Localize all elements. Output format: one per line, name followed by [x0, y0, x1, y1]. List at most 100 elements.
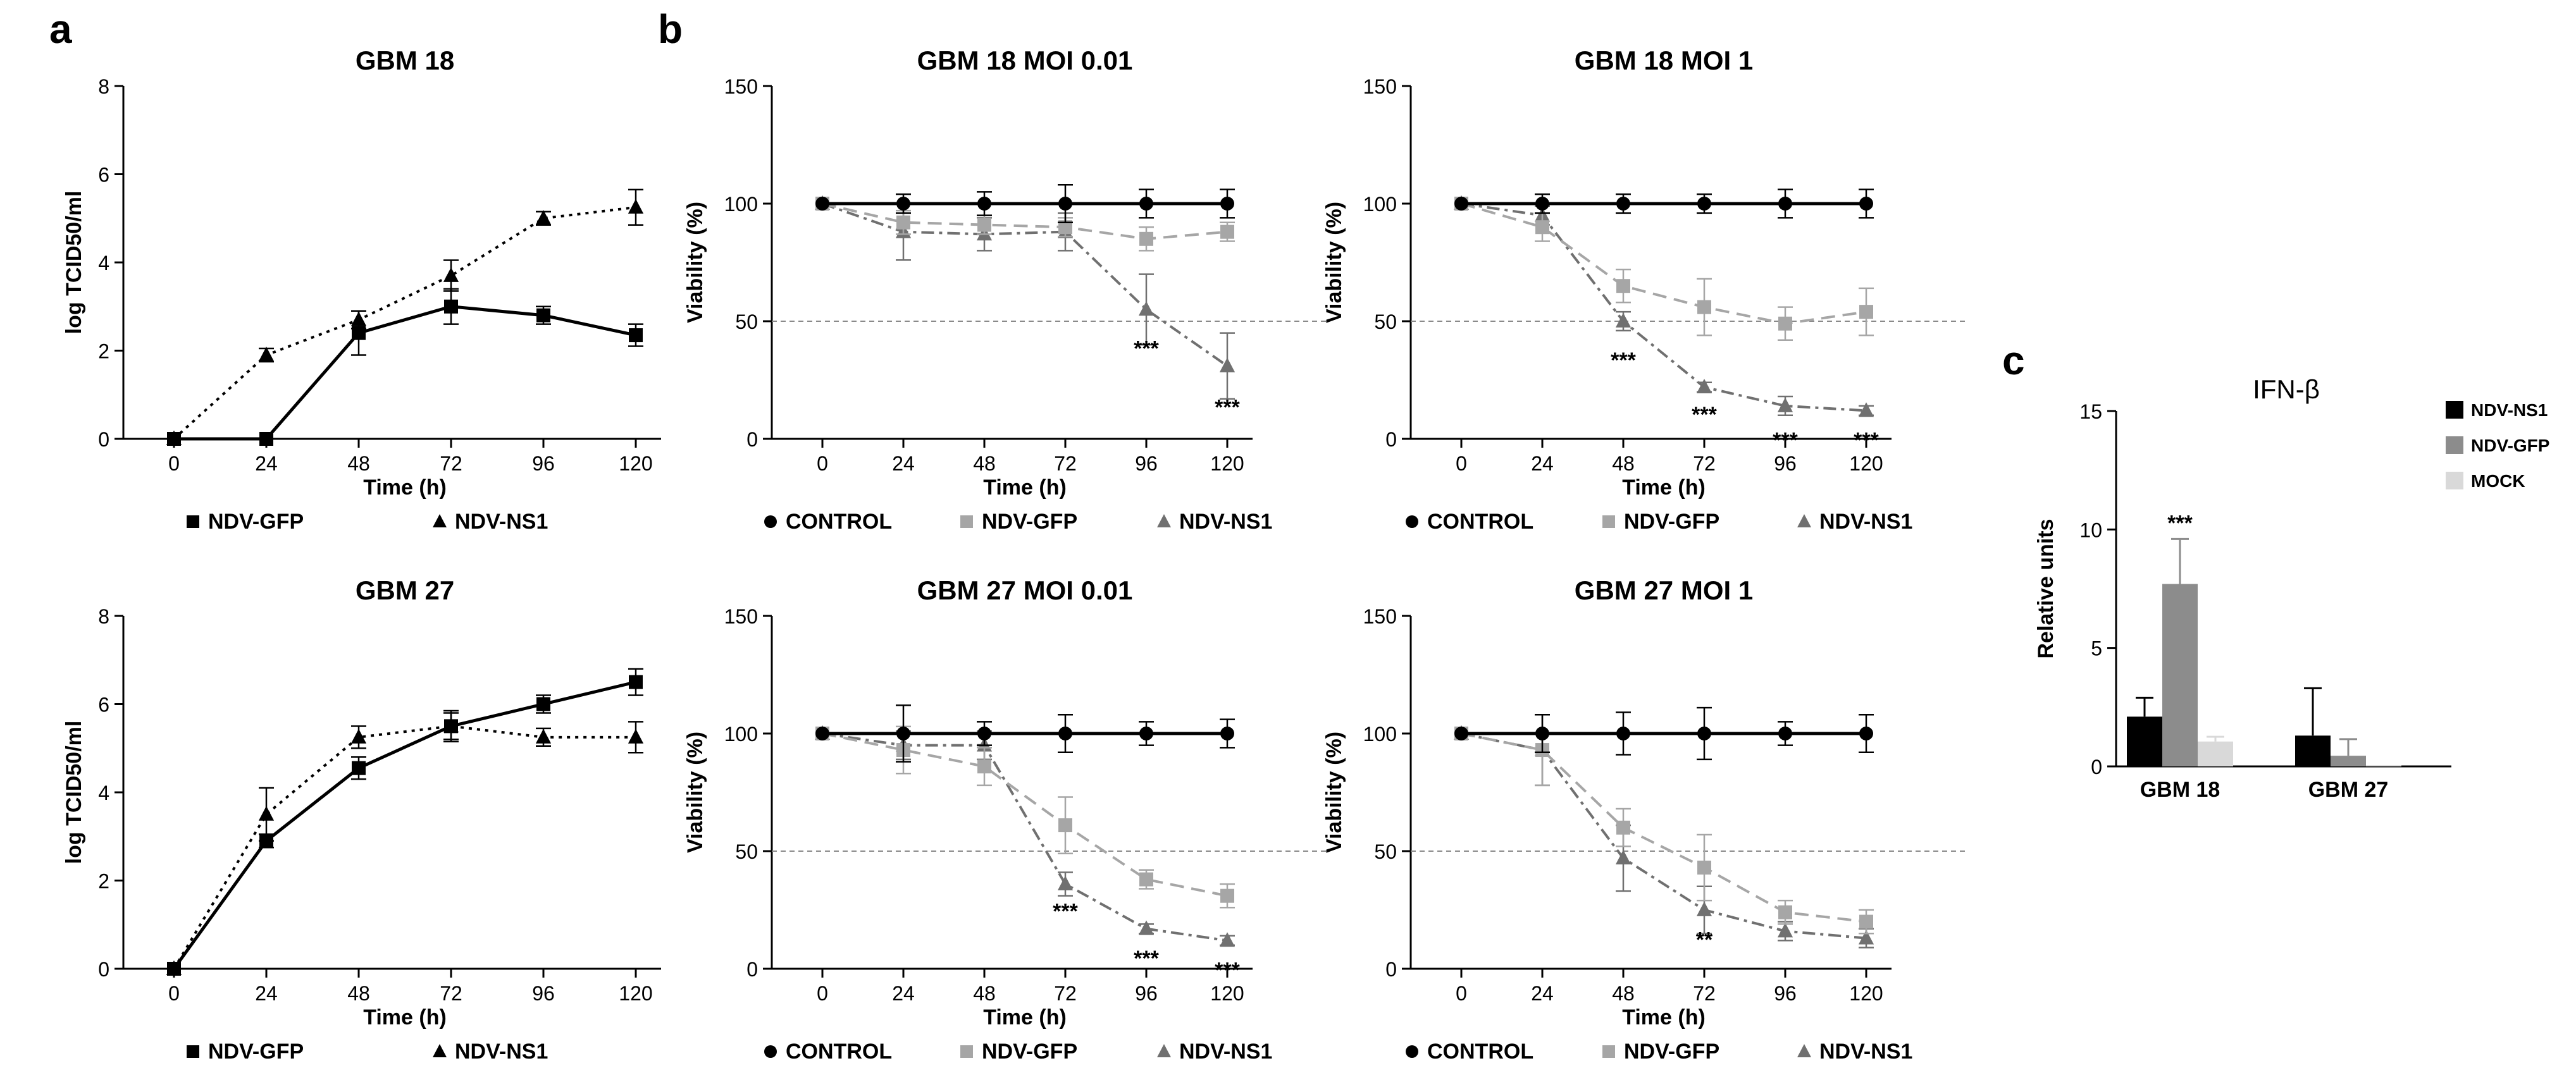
y-tick-label: 100: [1363, 193, 1397, 216]
y-tick-label: 50: [1374, 310, 1397, 333]
data-point: [1696, 901, 1712, 916]
data-point: [1535, 220, 1549, 235]
data-point: [1778, 316, 1792, 331]
series-control: [1454, 706, 1874, 761]
data-point: [896, 197, 910, 211]
data-point: [977, 759, 991, 774]
x-tick-label: 96: [1135, 452, 1158, 475]
x-tick-label: 24: [892, 452, 915, 475]
y-tick-label: 4: [98, 252, 109, 274]
data-point: [535, 210, 552, 225]
chart-title: IFN-β: [2253, 374, 2320, 404]
data-point: [1139, 872, 1153, 887]
data-point: [258, 347, 275, 362]
data-point: [259, 432, 273, 446]
data-point: [1616, 197, 1630, 211]
series-ndv-ns1: [166, 709, 644, 975]
series-ndv-ns1: [814, 725, 1235, 947]
y-tick-label: 50: [735, 840, 758, 863]
legend-marker: [433, 1044, 447, 1057]
x-tick-label: 72: [1054, 452, 1077, 475]
series-control: [815, 704, 1235, 763]
x-tick-label: 0: [168, 452, 180, 475]
data-point: [1859, 727, 1873, 740]
x-tick-label: GBM 27: [2308, 778, 2389, 802]
bar: [2295, 735, 2331, 766]
data-point: [1220, 224, 1234, 239]
bar: [2331, 756, 2366, 766]
x-tick-label: 72: [1054, 982, 1077, 1005]
data-point: [1058, 727, 1072, 740]
y-tick-label: 8: [98, 605, 109, 628]
y-axis-label: Viability (%): [683, 202, 707, 323]
chart-b2: GBM 18 MOI 1 0 50 100 150 0 24 48 72 96 120 Time (h…: [1322, 46, 1967, 534]
legend-label: NDV-GFP: [1624, 1040, 1719, 1064]
x-tick-label: 96: [1774, 452, 1797, 475]
series-line: [1461, 732, 1867, 923]
x-tick-label: 24: [1531, 452, 1554, 475]
chart-title: GBM 18 MOI 1: [1575, 46, 1753, 75]
data-point: [628, 199, 644, 214]
legend-label: NDV-NS1: [455, 1040, 548, 1064]
legend-label: CONTROL: [786, 510, 892, 534]
bar: [2198, 741, 2233, 766]
data-point: [167, 962, 181, 976]
legend-label: NDV-GFP: [1624, 510, 1719, 534]
bar: [2366, 765, 2401, 766]
series-line: [1461, 732, 1867, 940]
data-point: [1697, 197, 1711, 211]
data-point: [443, 267, 459, 282]
data-point: [1219, 357, 1235, 372]
significance-label: ***: [1611, 348, 1636, 372]
legend-marker: [1406, 1045, 1418, 1058]
legend-label: NDV-NS1: [1819, 1040, 1912, 1064]
data-point: [1220, 888, 1234, 903]
data-point: [815, 727, 829, 740]
x-axis-label: Time (h): [1622, 1005, 1706, 1029]
series-line: [822, 202, 1229, 367]
data-point: [1139, 197, 1153, 211]
x-tick-label: 24: [892, 982, 915, 1005]
series-ndv-ns1: [166, 188, 644, 445]
data-point: [1616, 727, 1630, 740]
legend-swatch: [2446, 401, 2463, 419]
data-point: [1778, 197, 1792, 211]
x-tick-label: 96: [532, 452, 555, 475]
y-tick-label: 50: [1374, 840, 1397, 863]
legend-marker: [764, 515, 777, 528]
y-tick-label: 6: [98, 694, 109, 716]
y-axis-label: Viability (%): [683, 732, 707, 853]
data-point: [352, 761, 366, 775]
series-line: [822, 732, 1228, 897]
x-tick-label: 72: [1693, 452, 1716, 475]
series-ndv-ns1: [1453, 195, 1874, 417]
chart-b1: GBM 18 MOI 0.01 0 50 100 150 0 24 48 72 96 120 Time…: [683, 46, 1328, 534]
data-point: [1138, 301, 1155, 316]
data-point: [536, 697, 550, 711]
data-point: [167, 432, 181, 446]
x-tick-label: 72: [440, 452, 462, 475]
chart-c: IFN-β 0 5 10 15 Relative units GBM 18 GBM 27 ***…: [2034, 374, 2549, 802]
chart-b3: GBM 27 MOI 0.01 0 50 100 150 0 24 48 72 96 120 Time…: [683, 575, 1328, 1064]
y-tick-label: 0: [98, 428, 109, 451]
x-tick-label: GBM 18: [2140, 778, 2220, 802]
y-axis-label: Relative units: [2034, 519, 2058, 658]
y-tick-label: 150: [1363, 75, 1397, 98]
series-line: [822, 202, 1228, 240]
y-tick-label: 0: [98, 958, 109, 981]
y-tick-label: 2: [98, 340, 109, 363]
series-ndv-ns1: [1453, 713, 1874, 949]
data-point: [1139, 231, 1153, 246]
data-point: [1220, 197, 1234, 211]
data-point: [628, 728, 644, 744]
data-point: [1058, 197, 1072, 211]
y-tick-label: 6: [98, 164, 109, 187]
legend-label: CONTROL: [786, 1040, 892, 1064]
data-point: [1057, 875, 1074, 890]
data-point: [1138, 920, 1155, 935]
data-point: [258, 806, 275, 821]
chart-title: GBM 27: [356, 575, 454, 605]
x-tick-label: 48: [1612, 982, 1635, 1005]
